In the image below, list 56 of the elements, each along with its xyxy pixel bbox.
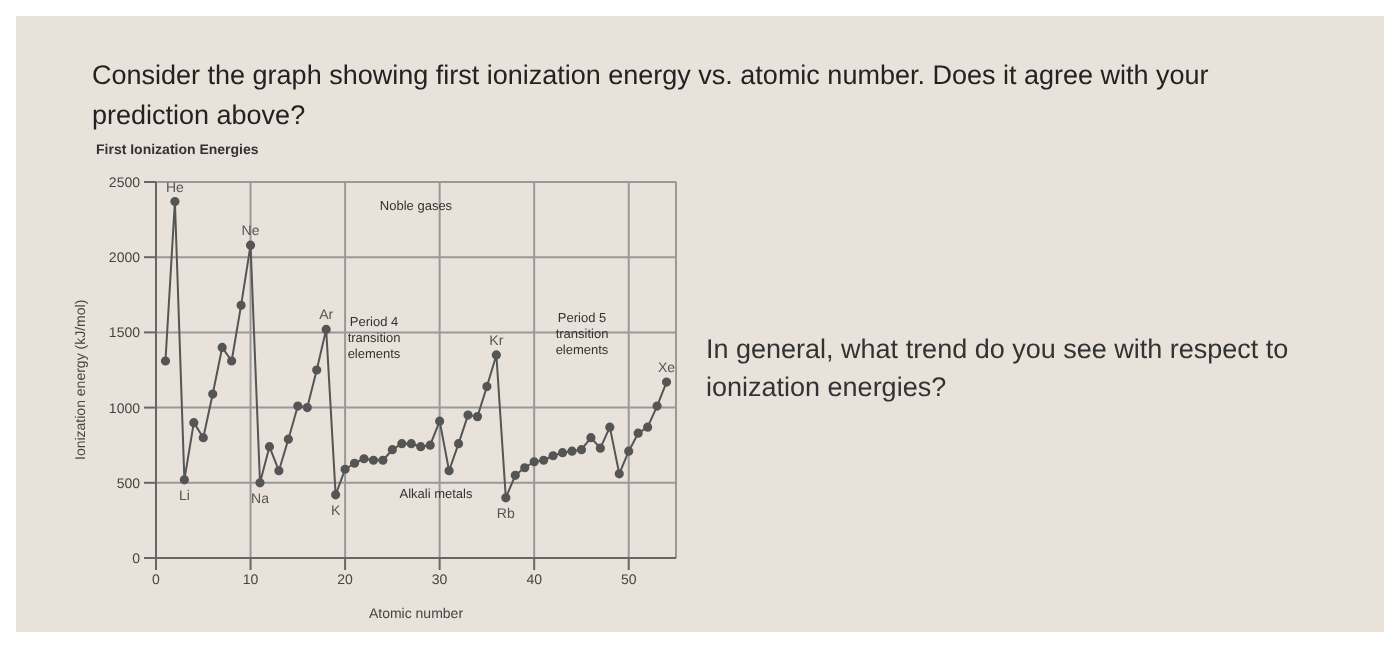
point bbox=[652, 401, 662, 411]
point bbox=[160, 356, 171, 366]
point bbox=[539, 455, 549, 465]
point bbox=[557, 448, 568, 458]
point bbox=[548, 451, 558, 461]
point bbox=[614, 469, 624, 479]
point bbox=[302, 403, 312, 413]
point bbox=[406, 439, 416, 449]
point bbox=[236, 300, 246, 310]
point bbox=[170, 196, 180, 207]
point bbox=[264, 442, 275, 452]
point bbox=[529, 457, 539, 467]
point bbox=[349, 458, 360, 468]
point bbox=[189, 418, 199, 428]
point bbox=[245, 240, 256, 250]
point bbox=[576, 445, 587, 455]
point bbox=[661, 377, 672, 387]
point bbox=[274, 466, 284, 476]
point bbox=[624, 446, 634, 456]
point bbox=[283, 434, 293, 444]
point bbox=[387, 445, 397, 455]
point bbox=[482, 381, 492, 392]
point bbox=[179, 475, 189, 485]
point bbox=[340, 464, 350, 474]
point bbox=[567, 446, 577, 456]
point bbox=[208, 389, 218, 399]
point bbox=[198, 433, 208, 443]
point bbox=[472, 412, 483, 422]
point bbox=[331, 490, 341, 500]
point bbox=[227, 356, 237, 366]
point bbox=[463, 410, 473, 420]
point bbox=[416, 442, 426, 452]
point bbox=[586, 433, 596, 443]
point bbox=[217, 342, 227, 353]
point bbox=[491, 350, 501, 360]
point bbox=[312, 365, 322, 375]
point bbox=[359, 454, 369, 464]
point bbox=[368, 455, 379, 465]
point bbox=[501, 493, 511, 503]
point bbox=[444, 466, 454, 476]
point bbox=[293, 401, 303, 411]
point bbox=[643, 422, 653, 432]
point bbox=[595, 443, 605, 453]
chart-title: Consider the graph showing first ionization energy vs. atomic number. Does it agree with your prediction above? bbox=[92, 58, 1211, 134]
point bbox=[321, 324, 331, 334]
point bbox=[435, 416, 445, 426]
point bbox=[633, 428, 643, 438]
point bbox=[510, 470, 520, 480]
point bbox=[605, 422, 615, 432]
point bbox=[520, 463, 530, 473]
text: In general, what trend do you see with respect to ionization energies? bbox=[706, 332, 1291, 406]
point bbox=[453, 439, 464, 449]
point bbox=[397, 439, 407, 449]
point bbox=[425, 440, 435, 450]
point bbox=[255, 478, 265, 488]
point bbox=[378, 455, 388, 465]
